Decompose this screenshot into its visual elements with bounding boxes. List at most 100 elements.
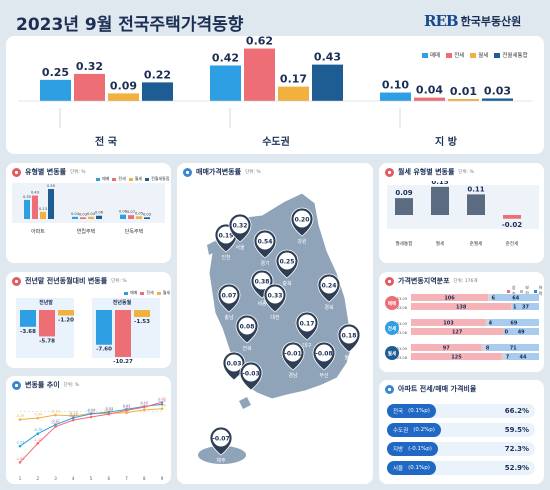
legend-sale: 매매 <box>422 51 440 59</box>
type-change-card: 유형별 변동률 단위: % 매매 전세 월세 전월세통합 0.35 0.43 0.1… <box>6 163 171 263</box>
down-value: 44 <box>520 355 527 361</box>
bar-전세 <box>80 217 86 219</box>
bar-value-label: 0.06 <box>95 211 104 215</box>
bar-월세통합 <box>395 198 413 215</box>
bar-value-label: 0.09 <box>110 79 137 92</box>
card-header: 가격변동지역분포 단위: 176개 <box>379 272 544 290</box>
region-label: 지 방 <box>435 135 458 148</box>
bar-value-label: 0.43 <box>314 51 341 64</box>
flat-value: 8 <box>486 346 490 352</box>
down-segment <box>488 319 539 326</box>
data-label: -0.10 <box>104 409 113 413</box>
row-badge <box>385 296 399 310</box>
region-label: 수도권 <box>262 136 290 148</box>
year-label: 23.08 <box>397 306 408 310</box>
bar-value-label: -3.68 <box>20 329 36 335</box>
down-value: 71 <box>510 346 517 352</box>
bar-월세 <box>108 93 139 101</box>
bar-value-label: 0.32 <box>76 60 103 73</box>
monthly-type-card: 월세 유형별 변동률 단위: % 0.09 월세통합 0.15 월세 0.11 준월세 -0… <box>379 163 544 263</box>
bar-value-label: 0.11 <box>467 185 484 193</box>
ratio-value: 59.5% <box>504 426 529 434</box>
ratio-value: 72.3% <box>504 445 529 453</box>
pin-value: -0.07 <box>212 435 229 442</box>
down-segment <box>492 294 539 301</box>
row-label: 월세 <box>388 350 396 357</box>
data-point <box>54 425 57 428</box>
down-segment <box>512 303 539 310</box>
down-segment <box>487 344 539 351</box>
ratio-row: 서울 (0.1%p) 52.9% <box>387 461 535 475</box>
region-name: 경남 <box>288 372 298 379</box>
bar-매매 <box>20 310 36 327</box>
bar-전세 <box>128 215 134 219</box>
pin-value: 0.18 <box>342 332 357 339</box>
data-point <box>107 410 111 414</box>
bar-value-label: 0.01 <box>450 85 477 98</box>
page-title: 2023년 9월 전국주택가격동향 <box>16 15 244 35</box>
bar-value-label: 0.35 <box>23 195 31 199</box>
down-segment <box>507 353 539 360</box>
pin-value: 0.07 <box>222 292 237 299</box>
up-value: 106 <box>444 296 455 302</box>
legend-monthly-index: 전월세통합 <box>494 51 528 59</box>
data-point <box>54 423 57 426</box>
bar-value-label: 0.13 <box>39 207 47 211</box>
row-label: 전세 <box>388 325 396 332</box>
bar-매매 <box>40 79 71 101</box>
map-pin-광주: 0.03 광주 <box>222 351 246 389</box>
data-point <box>160 400 164 404</box>
bar-준월세 <box>467 194 485 215</box>
data-label: -1.80 <box>16 457 25 461</box>
card-unit: 단위: % <box>458 170 474 175</box>
pin-value: 0.38 <box>255 278 270 285</box>
bar-value-label: 0.42 <box>212 51 239 64</box>
data-label: -0.31 <box>69 415 78 419</box>
pin-face <box>320 276 338 294</box>
pin-face <box>231 216 249 234</box>
bar-value-label: 0.04 <box>416 84 443 97</box>
map-pin-전북: 0.08 전북 <box>235 314 259 352</box>
category-label: 전년말 <box>39 299 53 306</box>
up-segment <box>411 344 482 351</box>
map-pin-강원: 0.20 강원 <box>290 207 314 245</box>
card-title: 가격변동지역분포 <box>398 277 450 285</box>
category-label: 월세 <box>436 240 444 247</box>
down-value: 64 <box>512 296 519 302</box>
year-label: 23.09 <box>397 322 408 326</box>
pin-value: -0.08 <box>315 350 332 357</box>
ratio-card: 아파트 전세/매매 가격비율 전국 (0.1%p) 66.2% 수도권 (0.2%p… <box>379 380 544 484</box>
map-pin-전남: -0.03 전남 <box>239 361 263 399</box>
pin-face <box>242 364 260 382</box>
category-label: 전년동월 <box>113 299 132 306</box>
chart-icon <box>385 276 394 286</box>
map-pin-대구: 0.17 대구 <box>295 311 319 349</box>
row-badge <box>385 321 399 335</box>
data-point <box>71 414 75 418</box>
region-name: 충북 <box>282 280 292 287</box>
jeju-shape <box>198 446 246 464</box>
data-point <box>142 405 146 409</box>
bar-value-label: 0.17 <box>280 73 307 86</box>
data-point <box>18 444 22 448</box>
x-tick-label: 5 <box>90 476 93 481</box>
region-name: 경기 <box>260 260 269 267</box>
chart-icon <box>12 276 21 286</box>
up-value: 138 <box>456 305 467 311</box>
data-label: -0.24 <box>33 413 42 417</box>
card-header: 유형별 변동률 단위: % <box>6 163 171 181</box>
ratio-row: 지방 (-0.1%p) 72.3% <box>387 442 535 456</box>
row-label: 매매 <box>388 300 396 307</box>
chart-icon <box>12 167 21 177</box>
region-name: 인천 <box>221 254 231 261</box>
data-point <box>89 412 93 416</box>
map-pins: 0.19 인천 0.32 서울 0.54 경기 0.20 강원 0.25 충북 0.38 세종 0.07… <box>209 207 361 464</box>
legend-jeonse: 전세 <box>446 51 464 59</box>
bar-value-label: -1.53 <box>134 319 150 325</box>
bar-전세 <box>244 48 275 101</box>
category-label: 준전세 <box>506 240 519 247</box>
ratio-row: 수도권 (0.2%p) 59.5% <box>387 423 535 437</box>
top-legend: 매매 전세 월세 전월세통합 <box>422 51 528 59</box>
category-label: 단독주택 <box>125 228 144 235</box>
bar-value-label: 0.09 <box>395 189 412 197</box>
